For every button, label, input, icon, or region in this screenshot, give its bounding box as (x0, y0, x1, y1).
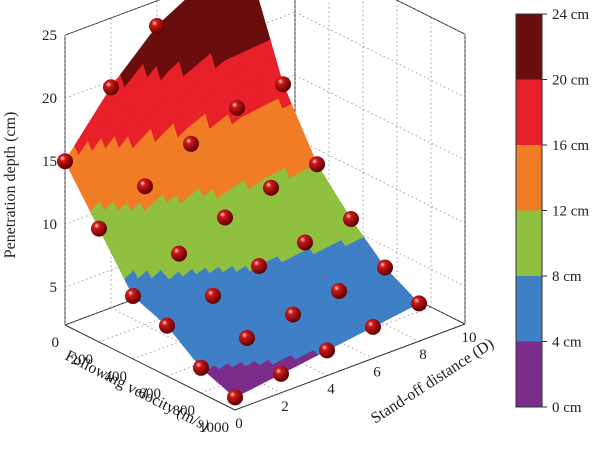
z-tick-label: 25 (42, 28, 57, 44)
data-point (331, 283, 347, 299)
x-axis-title: Following velocity (m/s) (62, 347, 211, 434)
data-point (57, 153, 73, 170)
y-tick-label: 8 (419, 347, 427, 363)
data-markers (57, 18, 427, 406)
x-tick-label: 800 (173, 403, 196, 419)
data-point (103, 79, 119, 96)
back-wall-grid-line (294, 74, 466, 161)
z-tick-label: 20 (42, 91, 57, 107)
data-point (297, 234, 313, 251)
colorbar-band (516, 79, 542, 145)
y-tick-label: 2 (281, 399, 289, 415)
colorbar-label: 24 cm (552, 7, 589, 23)
data-point (193, 359, 209, 376)
colorbar-label: 4 cm (552, 335, 582, 351)
data-point (137, 178, 153, 195)
data-point (285, 306, 301, 323)
colorbar-label: 12 cm (552, 204, 589, 220)
colorbar-band (516, 145, 542, 211)
x-tick-label: 400 (105, 369, 128, 385)
data-point (171, 245, 187, 262)
data-point (91, 220, 107, 237)
data-point (263, 179, 279, 196)
data-point (365, 318, 381, 335)
frame-edge (234, 323, 466, 411)
z-tick-label: 15 (42, 154, 57, 170)
back-wall-grid-line (294, 11, 466, 98)
data-point (377, 259, 393, 276)
side-wall-grid-line (64, 0, 161, 36)
x-tick-label: 600 (139, 386, 162, 402)
data-point (125, 288, 141, 304)
data-point (183, 135, 199, 152)
data-point (205, 287, 221, 304)
z-axis-title: Penetration depth (cm) (2, 112, 19, 259)
y-tick-label: 4 (327, 382, 335, 398)
colorbar-band (516, 341, 542, 407)
data-point (227, 389, 243, 406)
y-axis-title: Stand-off distance (D) (368, 335, 497, 427)
front-frame (64, 323, 466, 411)
data-point (217, 209, 233, 226)
data-point (273, 365, 289, 382)
data-point (159, 317, 175, 334)
colorbar-band (516, 210, 542, 276)
data-point (319, 342, 335, 359)
y-tick-label: 10 (462, 330, 477, 346)
data-point (239, 330, 255, 346)
back-wall-grid-line (395, 0, 466, 35)
data-point (309, 156, 325, 173)
data-point (275, 76, 291, 93)
colorbar-label: 16 cm (552, 138, 589, 154)
data-point (229, 99, 245, 116)
data-point (411, 295, 427, 312)
colorbar: 0 cm 4 cm 8 cm 12 cm 16 cm 20 cm 24 cm (515, 7, 589, 416)
y-tick-label: 6 (373, 364, 381, 380)
back-wall-grid-line (294, 137, 466, 224)
data-point (343, 211, 359, 227)
data-point (251, 258, 267, 274)
y-tick-label: 0 (235, 416, 243, 432)
frame-edge (64, 324, 236, 411)
colorbar-label: 0 cm (552, 400, 582, 416)
z-tick-label: 10 (42, 217, 57, 233)
x-tick-label: 1000 (199, 420, 229, 436)
data-point (149, 18, 165, 34)
z-tick-label: 5 (50, 280, 58, 296)
colorbar-band (516, 14, 542, 80)
frame-edge (395, 0, 466, 35)
x-tick-label: 200 (71, 352, 94, 368)
colorbar-label: 20 cm (552, 73, 589, 89)
colorbar-label: 8 cm (552, 269, 582, 285)
x-tick-label: 0 (52, 335, 60, 351)
colorbar-band (516, 276, 542, 342)
